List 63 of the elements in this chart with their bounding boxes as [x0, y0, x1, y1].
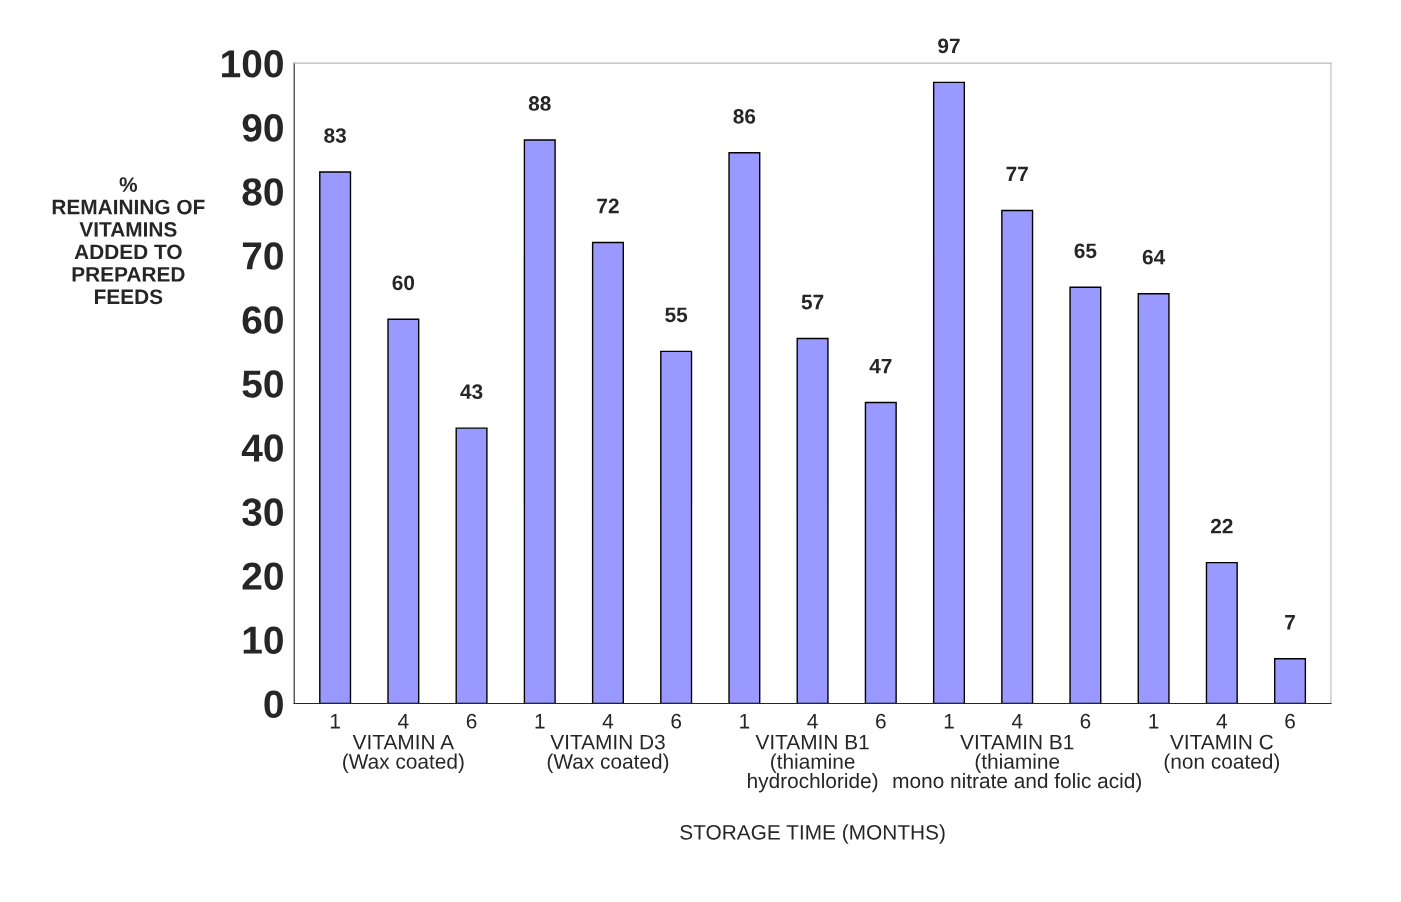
x-tick-label: 1 [740, 714, 750, 729]
y-tick-label: 80 [242, 178, 283, 206]
data-label: 64 [1142, 249, 1166, 265]
data-label: 60 [392, 275, 415, 291]
bar [455, 427, 488, 704]
x-tick-label: 4 [807, 714, 818, 729]
x-tick-label: 6 [466, 713, 477, 729]
x-tick-label: 1 [330, 714, 340, 729]
text: VITAMIN A (Wax coated) [343, 734, 464, 773]
text: VITAMIN D3 (Wax coated) [547, 734, 669, 773]
y-tick-label: 10 [243, 626, 283, 654]
bar [932, 81, 966, 704]
data-label: 55 [665, 307, 688, 323]
data-label: 86 [733, 108, 756, 124]
data-label: 83 [324, 128, 346, 143]
y-tick-label: 60 [242, 306, 283, 334]
x-tick-label: 4 [602, 714, 614, 729]
y-tick-label: 0 [264, 690, 283, 719]
y-axis-title: % REMAINING OF VITAMINS ADDED TO PREPARED FEEDS [52, 177, 205, 305]
y-tick-label: 40 [241, 434, 283, 462]
text: VITAMIN B1 (thiamine hydrochloride) [748, 734, 878, 793]
x-tick-label: 1 [944, 714, 954, 729]
bar [591, 241, 625, 704]
data-label: 88 [528, 96, 551, 111]
x-tick-label: 4 [398, 714, 409, 729]
bar [1205, 561, 1238, 704]
x-tick-label: 6 [876, 713, 886, 729]
data-label: 72 [597, 198, 619, 214]
x-tick-label: 1 [1149, 714, 1159, 729]
data-label: 57 [801, 294, 824, 310]
bar [319, 171, 352, 704]
bar [1273, 658, 1307, 704]
x-tick-label: 4 [1011, 714, 1023, 729]
data-label: 65 [1074, 243, 1097, 259]
x-tick-label: 6 [1285, 713, 1295, 729]
bar [523, 139, 556, 704]
bar [387, 318, 420, 704]
y-tick-label: 20 [242, 562, 283, 590]
bar [1069, 286, 1102, 704]
x-tick-label: 1 [535, 714, 545, 729]
bar [796, 337, 829, 704]
data-label: 7 [1285, 615, 1295, 630]
bar [864, 401, 897, 704]
data-label: 47 [869, 358, 892, 374]
data-label: 77 [1006, 166, 1028, 182]
bar [660, 350, 693, 704]
y-tick-label: 90 [242, 114, 283, 142]
bar [1001, 209, 1034, 704]
text: VITAMIN C (non coated) [1164, 734, 1280, 773]
text: VITAMIN B1 (thiamine mono nitrate and folic acid) [893, 734, 1141, 793]
y-tick-label: 100 [222, 50, 283, 78]
data-label: 43 [460, 384, 483, 400]
bar [728, 152, 761, 704]
x-axis-title: STORAGE TIME (MONTHS) [680, 824, 945, 844]
x-tick-label: 6 [1080, 713, 1091, 729]
data-label: 22 [1210, 518, 1233, 534]
x-tick-label: 6 [671, 713, 682, 729]
y-tick-label: 70 [242, 242, 283, 270]
data-label: 97 [938, 38, 960, 54]
bar [1137, 292, 1170, 704]
y-tick-label: 50 [242, 370, 283, 398]
y-tick-label: 30 [242, 498, 283, 526]
x-tick-label: 4 [1216, 714, 1227, 729]
